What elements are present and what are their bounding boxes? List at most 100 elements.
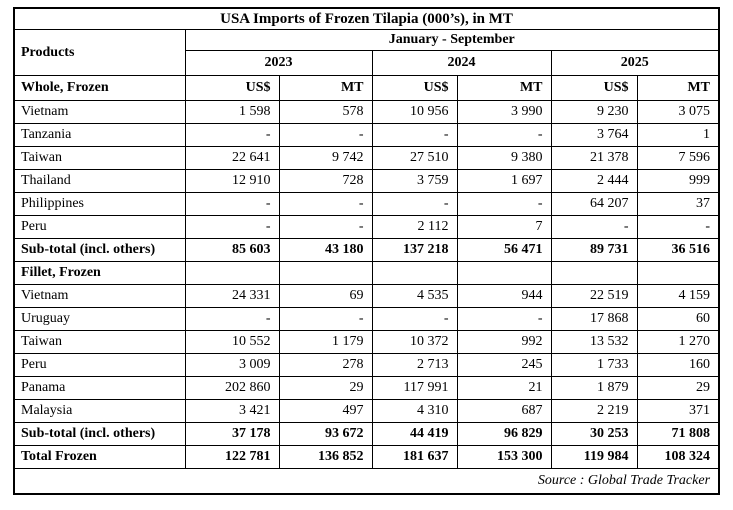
value-cell: 687 — [456, 399, 552, 423]
value-cell: - — [636, 215, 720, 239]
imports-table-container: USA Imports of Frozen Tilapia (000’s), i… — [13, 7, 721, 495]
row-label: Peru — [13, 215, 186, 239]
row-label: Taiwan — [13, 330, 186, 354]
value-cell — [550, 261, 638, 285]
title-row: USA Imports of Frozen Tilapia (000’s), i… — [13, 7, 720, 30]
subtotal-row: Sub-total (incl. others) 37 178 93 672 44 4… — [13, 422, 720, 446]
table-row: Tanzania - - - -3 764 1 — [13, 123, 720, 147]
row-label: Malaysia — [13, 399, 186, 423]
value-cell: 137 218 — [371, 238, 458, 262]
value-cell: 64 207 — [550, 192, 638, 216]
value-cell: 1 270 — [636, 330, 720, 354]
value-cell: 37 178 — [184, 422, 280, 446]
value-cell: 2 444 — [550, 169, 638, 193]
source-note: Source : Global Trade Tracker — [13, 468, 720, 495]
value-cell: - — [456, 307, 552, 331]
period-header: January - September — [184, 29, 720, 51]
value-cell — [278, 261, 373, 285]
value-cell: 30 253 — [550, 422, 638, 446]
value-cell: - — [371, 307, 458, 331]
value-cell: 24 331 — [184, 284, 280, 308]
source-row: Source : Global Trade Tracker — [13, 468, 720, 495]
row-label: Fillet, Frozen — [13, 261, 186, 285]
value-cell: 7 596 — [636, 146, 720, 170]
row-label: Uruguay — [13, 307, 186, 331]
value-cell: - — [456, 192, 552, 216]
unit-header-usd: US$ — [550, 75, 638, 101]
value-cell: - — [371, 192, 458, 216]
value-cell: 1 — [636, 123, 720, 147]
table-row: Vietnam 24 331 69 4 535 944 22 519 4 159 — [13, 284, 720, 308]
products-header: Products — [13, 29, 186, 76]
table-row: Taiwan 22 641 9 742 27 510 9 380 21 378 7 596 — [13, 146, 720, 170]
value-cell: 4 310 — [371, 399, 458, 423]
value-cell: 497 — [278, 399, 373, 423]
value-cell: 999 — [636, 169, 720, 193]
value-cell: 3 421 — [184, 399, 280, 423]
value-cell: 1 879 — [550, 376, 638, 400]
unit-header-usd: US$ — [184, 75, 280, 101]
table-row: Panama 202 860 29 117 991 21 1 879 29 — [13, 376, 720, 400]
value-cell: - — [278, 307, 373, 331]
total-row: Total Frozen 122 781 136 852 181 637 153 300… — [13, 445, 720, 469]
value-cell: 85 603 — [184, 238, 280, 262]
value-cell: 1 598 — [184, 100, 280, 124]
value-cell: - — [278, 215, 373, 239]
value-cell: 44 419 — [371, 422, 458, 446]
value-cell: 1 179 — [278, 330, 373, 354]
value-cell: 578 — [278, 100, 373, 124]
units-row: Whole, Frozen US$ MT US$ MT US$ MT — [13, 75, 720, 101]
value-cell: 1 733 — [550, 353, 638, 377]
value-cell: - — [184, 192, 280, 216]
subtotal-row: Sub-total (incl. others) 85 603 43 180 137 … — [13, 238, 720, 262]
value-cell: 122 781 — [184, 445, 280, 469]
value-cell: 119 984 — [550, 445, 638, 469]
table-row: Uruguay - - - -17 868 60 — [13, 307, 720, 331]
row-label: Peru — [13, 353, 186, 377]
unit-header-mt: MT — [278, 75, 373, 101]
value-cell: 93 672 — [278, 422, 373, 446]
value-cell: 3 764 — [550, 123, 638, 147]
value-cell: 10 372 — [371, 330, 458, 354]
year-header-2023: 2023 — [184, 50, 373, 76]
value-cell: 181 637 — [371, 445, 458, 469]
value-cell: 10 956 — [371, 100, 458, 124]
value-cell: 202 860 — [184, 376, 280, 400]
value-cell — [371, 261, 458, 285]
value-cell: 9 742 — [278, 146, 373, 170]
value-cell: - — [184, 215, 280, 239]
value-cell: - — [550, 215, 638, 239]
value-cell: 136 852 — [278, 445, 373, 469]
value-cell: - — [278, 123, 373, 147]
value-cell: 3 009 — [184, 353, 280, 377]
value-cell: 69 — [278, 284, 373, 308]
value-cell — [456, 261, 552, 285]
value-cell: 60 — [636, 307, 720, 331]
value-cell: - — [278, 192, 373, 216]
value-cell: 9 380 — [456, 146, 552, 170]
row-label: Total Frozen — [13, 445, 186, 469]
value-cell: 2 219 — [550, 399, 638, 423]
value-cell: 160 — [636, 353, 720, 377]
value-cell: - — [184, 123, 280, 147]
row-label: Sub-total (incl. others) — [13, 422, 186, 446]
value-cell: 2 713 — [371, 353, 458, 377]
years-row: 2023 2024 2025 — [14, 50, 720, 76]
value-cell: 3 759 — [371, 169, 458, 193]
value-cell: 89 731 — [550, 238, 638, 262]
value-cell: 56 471 — [456, 238, 552, 262]
row-label: Philippines — [13, 192, 186, 216]
unit-header-mt: MT — [636, 75, 720, 101]
table-row: Philippines - - - -64 207 37 — [13, 192, 720, 216]
row-label: Thailand — [13, 169, 186, 193]
value-cell: 153 300 — [456, 445, 552, 469]
value-cell: 7 — [456, 215, 552, 239]
value-cell: 21 — [456, 376, 552, 400]
year-header-2024: 2024 — [371, 50, 552, 76]
unit-header-mt: MT — [456, 75, 552, 101]
row-label: Taiwan — [13, 146, 186, 170]
value-cell: 21 378 — [550, 146, 638, 170]
value-cell: - — [371, 123, 458, 147]
value-cell: 10 552 — [184, 330, 280, 354]
value-cell: 117 991 — [371, 376, 458, 400]
